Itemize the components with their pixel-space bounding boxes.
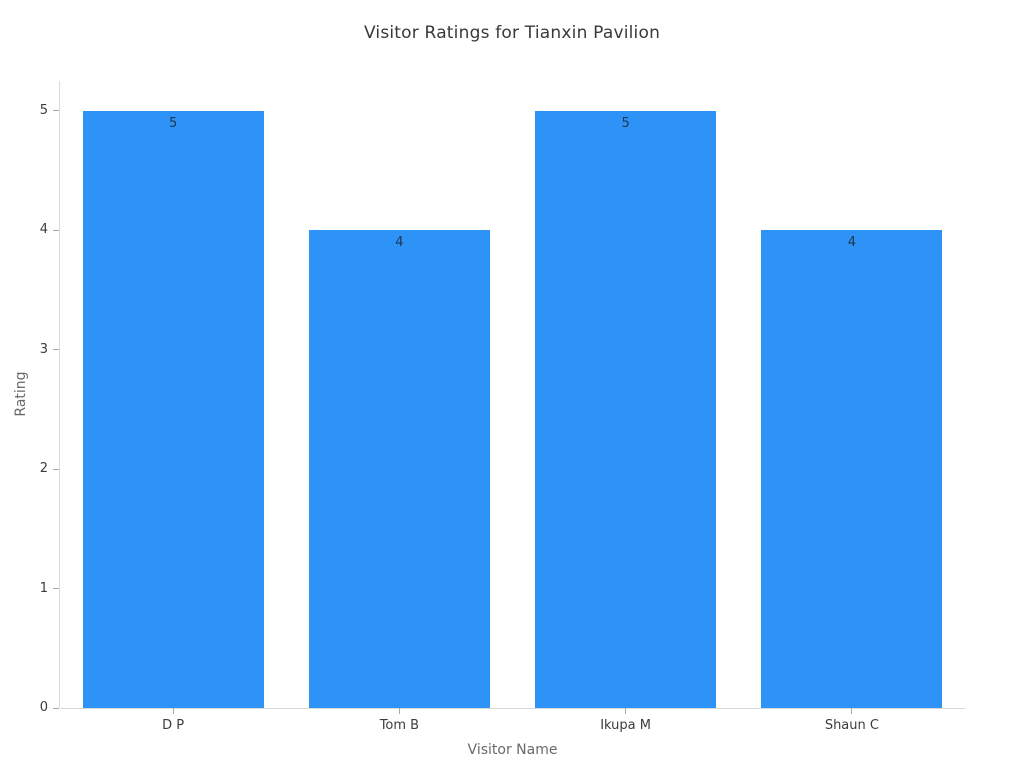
bar-value-label: 4 — [847, 235, 857, 251]
chart-title: Visitor Ratings for Tianxin Pavilion — [363, 23, 661, 43]
y-tick-label: 0 — [39, 700, 48, 715]
bar[interactable]: 5 — [82, 110, 264, 708]
x-tick-label: Tom B — [379, 718, 420, 733]
x-tick-mark — [851, 708, 853, 714]
x-tick-label: D P — [162, 718, 185, 733]
x-tick-mark — [172, 708, 174, 714]
bar-value-label: 5 — [168, 115, 178, 131]
x-tick-label: Ikupa M — [600, 718, 651, 733]
y-tick-label: 4 — [39, 222, 48, 238]
bar-value-label: 5 — [621, 115, 630, 131]
y-axis-title: Rating — [13, 371, 29, 417]
bar-value-label: 4 — [395, 235, 404, 251]
x-tick-mark — [398, 708, 400, 714]
y-tick-mark — [53, 349, 59, 351]
y-axis-line — [59, 81, 60, 708]
x-tick-label: Shaun C — [824, 718, 879, 733]
x-axis-line — [60, 708, 965, 709]
bar[interactable]: 4 — [761, 230, 943, 708]
y-tick-label: 5 — [39, 102, 48, 118]
y-tick-mark — [53, 588, 59, 590]
y-tick-label: 3 — [39, 341, 48, 357]
x-tick-mark — [625, 708, 627, 714]
y-tick-mark — [53, 468, 59, 470]
y-tick-mark — [53, 110, 59, 112]
x-axis-title: Visitor Name — [467, 742, 558, 758]
bar[interactable]: 5 — [535, 110, 717, 708]
y-tick-mark — [53, 707, 59, 709]
y-tick-label: 1 — [39, 580, 48, 596]
plot-area: 0 1 2 3 4 5 5 4 5 4 D P Tom B Ikupa M Shaun C — [40, 81, 965, 733]
bar[interactable]: 4 — [308, 230, 490, 708]
y-tick-mark — [53, 229, 59, 231]
y-tick-label: 2 — [39, 461, 48, 477]
